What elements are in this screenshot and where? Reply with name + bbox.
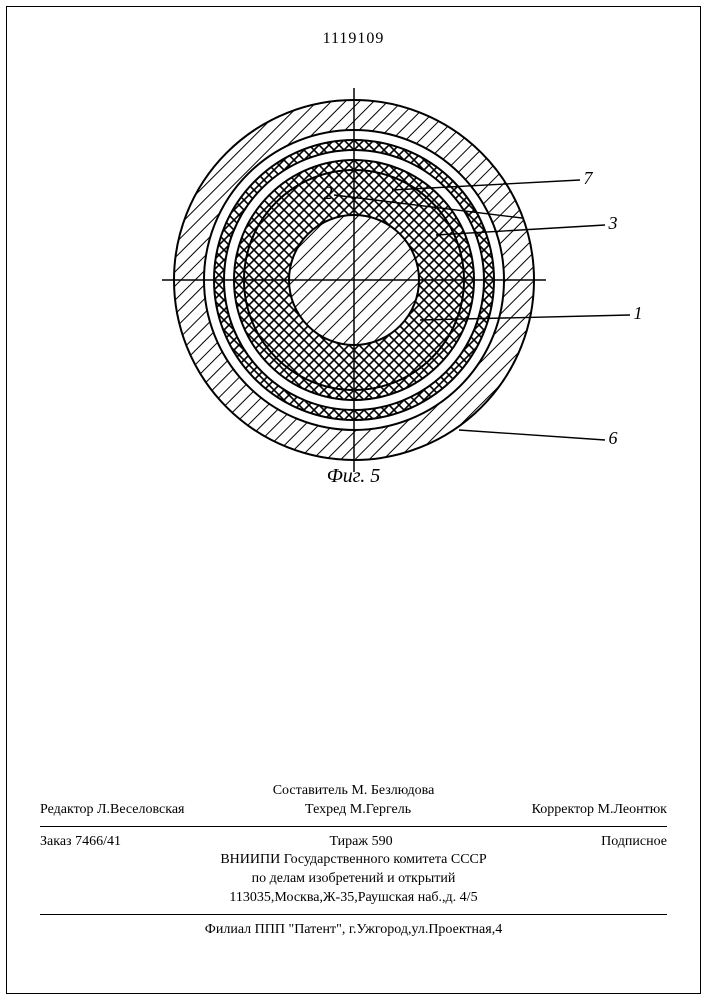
- callout-2: 2: [324, 183, 333, 204]
- editor-label: Редактор: [40, 802, 94, 817]
- colophon-block: Составитель М. Безлюдова Редактор Л.Весе…: [40, 782, 667, 940]
- org-line-3: 113035,Москва,Ж-35,Раушская наб.,д. 4/5: [40, 889, 667, 908]
- printrun-value: 590: [372, 834, 393, 849]
- org-line-1: ВНИИПИ Государственного комитета СССР: [40, 851, 667, 870]
- divider: [40, 914, 667, 915]
- corrector-label: Корректор: [532, 802, 594, 817]
- figure-5: [0, 80, 707, 485]
- techred-name: М.Гергель: [350, 802, 411, 817]
- compiler-name: М. Безлюдова: [351, 783, 434, 798]
- callout-1: 1: [634, 303, 643, 324]
- callout-6: 6: [609, 428, 618, 449]
- callout-3: 3: [609, 213, 618, 234]
- callout-7: 7: [584, 168, 593, 189]
- org-line-2: по делам изобретений и открытий: [40, 870, 667, 889]
- techred-label: Техред: [305, 802, 346, 817]
- order-value: 7466/41: [75, 834, 121, 849]
- printrun-label: Тираж: [329, 834, 368, 849]
- order-label: Заказ: [40, 834, 72, 849]
- editor-name: Л.Веселовская: [97, 802, 184, 817]
- subscription: Подписное: [601, 833, 667, 852]
- divider: [40, 826, 667, 827]
- corrector-name: М.Леонтюк: [598, 802, 667, 817]
- document-number: 1119109: [0, 30, 707, 48]
- branch-line: Филиал ППП "Патент", г.Ужгород,ул.Проект…: [40, 921, 667, 940]
- figure-caption: Фиг. 5: [0, 465, 707, 488]
- compiler-label: Составитель: [273, 783, 348, 798]
